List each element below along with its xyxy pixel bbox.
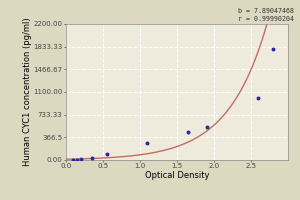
Y-axis label: Human CYC1 concentration (pg/ml): Human CYC1 concentration (pg/ml): [23, 18, 32, 166]
Point: [71, 158, 76, 161]
Point: [204, 126, 209, 129]
Point: [89, 156, 94, 159]
Point: [186, 130, 190, 133]
Point: [256, 97, 261, 100]
Point: [104, 153, 109, 156]
Text: b = 7.89047468
r = 0.99990204: b = 7.89047468 r = 0.99990204: [238, 8, 294, 22]
Point: [271, 47, 276, 50]
Point: [145, 142, 150, 145]
Point: [78, 157, 83, 161]
Point: [75, 158, 80, 161]
X-axis label: Optical Density: Optical Density: [145, 171, 209, 180]
